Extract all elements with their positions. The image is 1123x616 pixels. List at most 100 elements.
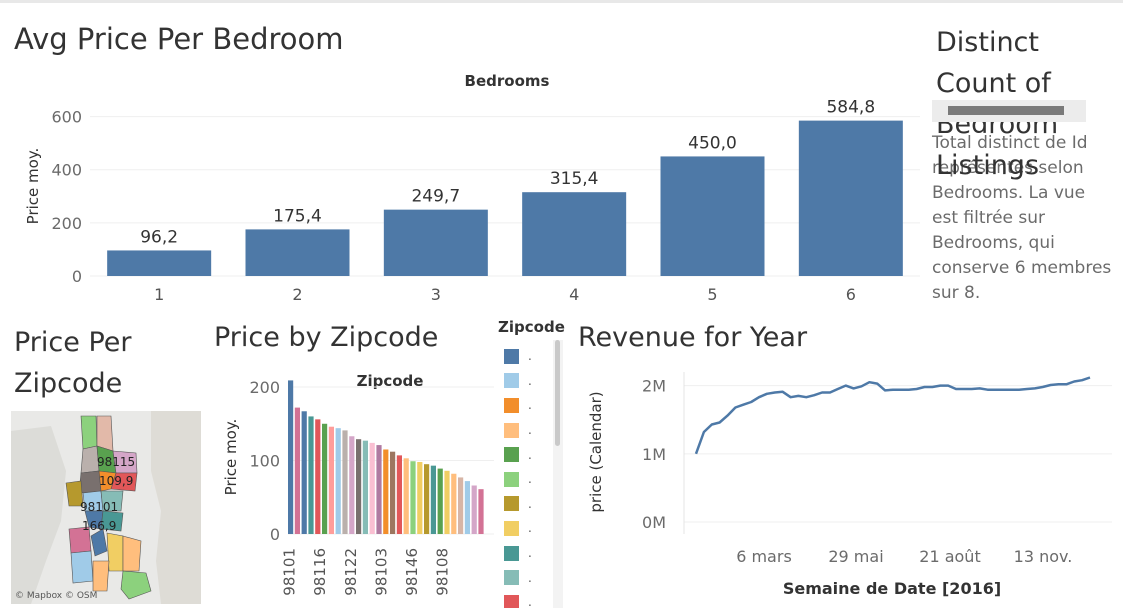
zipcode-bar[interactable] — [424, 464, 430, 534]
zipcode-bar[interactable] — [335, 428, 341, 534]
map-land-west — [11, 426, 66, 604]
zipcode-xtick-label: 98116 — [311, 548, 329, 596]
legend-item[interactable]: . — [498, 541, 568, 566]
zip-region-g[interactable] — [78, 470, 102, 494]
bedroom-bar[interactable] — [383, 209, 488, 276]
bedroom-bar-value: 96,2 — [140, 227, 178, 247]
map-land-east — [151, 411, 201, 604]
legend-item[interactable]: . — [498, 492, 568, 517]
legend-swatch — [504, 496, 519, 512]
zipcode-bar[interactable] — [464, 481, 470, 534]
zipcode-bar[interactable] — [396, 455, 402, 534]
zipcode-bar[interactable] — [417, 461, 423, 534]
zip-region-p[interactable] — [106, 532, 124, 572]
map-label-price-1: 109,9 — [99, 474, 133, 488]
legend-item[interactable]: . — [498, 565, 568, 590]
zipcode-bar[interactable] — [437, 468, 443, 534]
zipcode-bar[interactable] — [342, 430, 348, 534]
zipcode-bar[interactable] — [369, 442, 375, 534]
bedroom-bar-value: 450,0 — [688, 133, 737, 153]
bedroom-ytick-label: 200 — [51, 214, 82, 233]
zipcode-xtick-label: 98101 — [281, 548, 299, 596]
legend-item[interactable]: . — [498, 442, 568, 467]
bedroom-xtick-label: 6 — [846, 285, 856, 304]
price-by-zipcode-title: Price by Zipcode — [214, 322, 439, 353]
legend-scroll-thumb[interactable] — [555, 340, 560, 446]
zip-region-s[interactable] — [92, 560, 110, 592]
bedroom-bar-value: 175,4 — [273, 206, 322, 226]
zipcode-bar[interactable] — [301, 411, 307, 534]
zipcode-bar[interactable] — [471, 485, 477, 534]
zipcode-xtick-label: 98122 — [342, 548, 360, 596]
zipcode-bar[interactable] — [383, 449, 389, 534]
zipcode-bar[interactable] — [328, 426, 334, 534]
legend-label: . — [528, 423, 532, 438]
bedroom-bar[interactable] — [660, 156, 765, 276]
zip-region-o[interactable] — [90, 528, 108, 557]
legend-scrollbar[interactable] — [553, 340, 563, 608]
zipcode-map[interactable]: 98115 109,9 98101 166,9 © Mapbox © OSM — [11, 411, 201, 604]
revenue-ytick-label: 2M — [642, 377, 666, 396]
zipcode-bar[interactable] — [376, 445, 382, 534]
bedroom-bar[interactable] — [522, 192, 627, 276]
zipcode-ytick-label: 200 — [249, 378, 280, 397]
zip-region-i[interactable] — [65, 480, 84, 507]
legend-swatch — [504, 594, 519, 608]
zipcode-bar[interactable] — [315, 419, 321, 534]
bedroom-bar[interactable] — [245, 229, 350, 276]
legend-item[interactable]: . — [498, 516, 568, 541]
zipcode-bar[interactable] — [362, 440, 368, 534]
price-by-zipcode-chart[interactable]: Zipcode 0 100 200 Price moy. 98101 98116 98122 9… — [214, 362, 496, 612]
zipcode-bar[interactable] — [356, 439, 362, 534]
revenue-ytick-label: 0M — [642, 513, 666, 532]
legend-swatch — [504, 570, 519, 586]
legend-item[interactable]: . — [498, 393, 568, 418]
zipcode-bar[interactable] — [390, 451, 396, 534]
legend-label: . — [528, 546, 532, 561]
legend-item[interactable]: . — [498, 418, 568, 443]
zip-region-b[interactable] — [96, 415, 114, 452]
revenue-for-year-chart[interactable]: 0M 1M 2M price (Calendar) 6 mars 29 mai 21 aoû… — [578, 362, 1118, 607]
bedroom-xtick-label: 2 — [292, 285, 302, 304]
zipcode-bar[interactable] — [478, 489, 484, 534]
zip-region-h[interactable] — [98, 470, 117, 492]
zipcode-bar[interactable] — [308, 416, 314, 534]
zipcode-bar[interactable] — [349, 436, 355, 534]
legend-label: . — [528, 472, 532, 487]
zipcode-xtick-label: 98146 — [403, 548, 421, 596]
zipcode-bar[interactable] — [458, 477, 464, 534]
zip-region-t[interactable] — [120, 570, 152, 600]
legend-item[interactable]: . — [498, 344, 568, 369]
revenue-xtick-label: 29 mai — [828, 547, 883, 566]
zipcode-bar[interactable] — [410, 461, 416, 534]
avg-price-per-bedroom-chart[interactable]: Bedrooms 0 200 400 600 Price moy. 96,2 1 175,4 2 2… — [0, 60, 925, 310]
zip-region-k[interactable] — [100, 490, 124, 512]
legend-item[interactable]: . — [498, 590, 568, 608]
zip-region-a[interactable] — [80, 415, 98, 450]
legend-swatch — [504, 373, 519, 389]
revenue-line[interactable] — [694, 376, 1091, 455]
top-divider — [0, 0, 1123, 3]
bedroom-ytick-label: 0 — [72, 267, 82, 286]
distinct-count-placeholder-bar[interactable] — [932, 100, 1086, 122]
zipcode-bar[interactable] — [288, 380, 294, 534]
legend-swatch — [504, 545, 519, 561]
zipcode-bar[interactable] — [322, 423, 328, 534]
zip-region-r[interactable] — [70, 550, 94, 584]
bedroom-bar[interactable] — [107, 250, 212, 276]
revenue-xaxis-label: Semaine de Date [2016] — [783, 579, 1001, 598]
legend-item[interactable]: . — [498, 369, 568, 394]
bedroom-bar[interactable] — [798, 120, 903, 276]
legend-item[interactable]: . — [498, 467, 568, 492]
zipcode-bar[interactable] — [444, 470, 450, 534]
legend-rows: ........... — [498, 344, 568, 608]
avg-price-per-bedroom-title: Avg Price Per Bedroom — [14, 22, 344, 56]
map-credit[interactable]: © Mapbox © OSM — [15, 591, 98, 601]
zip-region-q[interactable] — [122, 535, 142, 572]
zipcode-bar[interactable] — [430, 465, 436, 534]
zipcode-bar[interactable] — [451, 473, 457, 534]
price-per-zipcode-title: Price Per Zipcode — [14, 327, 132, 399]
zip-region-m[interactable] — [100, 510, 124, 532]
zipcode-bar[interactable] — [294, 407, 300, 534]
zipcode-bar[interactable] — [403, 458, 409, 534]
